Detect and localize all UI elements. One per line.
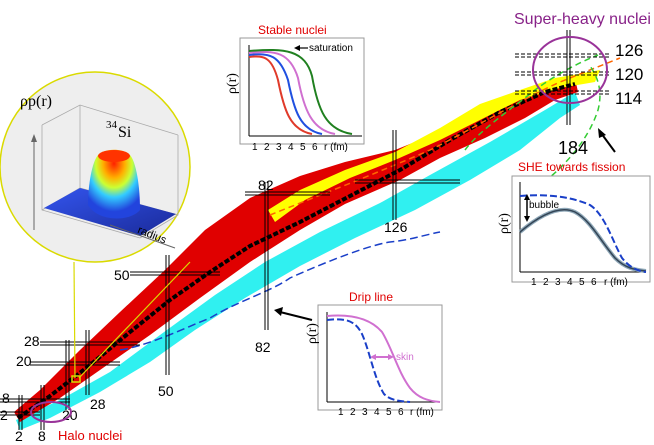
magic-z-50: 50 — [114, 267, 130, 283]
magic-n-2: 2 — [15, 428, 23, 444]
stable-nuclei-title: Stable nuclei — [258, 23, 327, 37]
magic-n-8: 8 — [38, 428, 46, 444]
she-curve-dashed — [519, 194, 647, 273]
drip-tick-5: 5 — [386, 407, 392, 418]
she-fission-title: SHE towards fission — [518, 160, 625, 174]
magic-z-126: 126 — [615, 41, 643, 60]
stable-nuclei-panel: Stable nuclei saturation ρ(r) 1 2 3 4 5 … — [225, 23, 365, 153]
inset-marker — [71, 375, 81, 383]
density-peak — [88, 149, 140, 219]
magic-z-114: 114 — [615, 89, 642, 108]
bubble-label: bubble — [529, 200, 559, 211]
fission-curve-2 — [464, 54, 599, 151]
she-curve-solid — [519, 208, 647, 272]
saturation-label: saturation — [309, 43, 353, 54]
she-x-unit: r (fm) — [604, 277, 628, 288]
skin-label: skin — [396, 352, 414, 363]
she-y-label: ρ(r) — [497, 213, 512, 234]
si34-density-inset: ρp(r) 34 Si radius — [0, 71, 191, 383]
magic-n-184: 184 — [558, 138, 588, 158]
bubble-arrow-down — [524, 216, 530, 222]
super-heavy-title: Super-heavy nuclei — [514, 11, 651, 28]
stable-curve-1 — [248, 55, 313, 135]
she-arrow — [600, 132, 616, 153]
stable-region — [14, 78, 578, 422]
inset-connector-left — [73, 261, 76, 379]
bubble-arrow-up — [524, 194, 530, 200]
drip-arrow — [279, 311, 313, 321]
stable-tick-4: 4 — [288, 142, 294, 153]
she-arrow-head — [598, 128, 606, 138]
stable-x-unit: r (fm) — [324, 142, 348, 153]
magic-z-20: 20 — [16, 353, 32, 369]
she-tick-2: 2 — [543, 277, 549, 288]
magic-z-2: 2 — [0, 407, 8, 423]
she-tick-1: 1 — [531, 277, 537, 288]
shell-correction-curve — [269, 57, 621, 216]
skin-arrow-left — [370, 354, 376, 360]
saturation-arrow-head — [294, 45, 300, 51]
magic-z-28: 28 — [24, 333, 40, 349]
skin-arrow-right — [388, 354, 394, 360]
isotope-mass: 34 — [106, 119, 118, 131]
drip-line-title: Drip line — [349, 290, 393, 304]
she-tick-6: 6 — [591, 277, 597, 288]
stable-panel-frame — [239, 37, 365, 145]
inset-y-arrow — [31, 134, 37, 142]
drip-curve-magenta — [326, 314, 441, 403]
stable-curve-4 — [248, 48, 353, 135]
stable-curve-2 — [248, 53, 323, 135]
drip-curve-dashed — [326, 318, 411, 403]
she-tick-3: 3 — [555, 277, 561, 288]
magic-n-126: 126 — [384, 219, 408, 235]
stable-tick-3: 3 — [276, 142, 282, 153]
she-fission-panel: SHE towards fission bubble ρ(r) 1 2 3 4 … — [497, 160, 651, 288]
drip-y-label: ρ(r) — [305, 323, 320, 344]
inset-x-axis — [109, 224, 176, 249]
drip-tick-6: 6 — [398, 407, 404, 418]
stable-y-label: ρ(r) — [225, 73, 240, 94]
magic-n-82: 82 — [255, 339, 271, 355]
stable-curve-3 — [248, 50, 336, 135]
she-tick-4: 4 — [567, 277, 573, 288]
stable-tick-2: 2 — [264, 142, 270, 153]
halo-nuclei-title: Halo nuclei — [58, 428, 122, 443]
drip-tick-3: 3 — [362, 407, 368, 418]
neutron-rich-region — [16, 92, 580, 430]
super-heavy-circle — [532, 36, 608, 104]
drip-tick-1: 1 — [338, 407, 344, 418]
magic-z-8: 8 — [2, 390, 10, 406]
stable-tick-5: 5 — [300, 142, 306, 153]
she-tick-5: 5 — [579, 277, 585, 288]
fission-curve-1 — [519, 65, 601, 201]
isotope-symbol: Si — [118, 124, 132, 141]
drip-tick-4: 4 — [374, 407, 380, 418]
neutron-drip-curve — [119, 231, 441, 351]
drip-arrow-head — [274, 307, 283, 316]
inset-y-label: ρp(r) — [20, 93, 52, 110]
magic-n-50: 50 — [158, 383, 174, 399]
drip-x-unit: r (fm) — [410, 407, 434, 418]
stable-tick-1: 1 — [252, 142, 258, 153]
magic-z-82: 82 — [258, 177, 274, 193]
magic-n-28: 28 — [90, 396, 106, 412]
halo-circle — [30, 401, 72, 423]
inset-connector-right — [78, 261, 191, 379]
density-top — [98, 150, 130, 162]
drip-line-panel: Drip line skin ρ(r) 1 2 3 4 5 6 r (fm) — [274, 290, 443, 418]
drip-tick-2: 2 — [350, 407, 356, 418]
magic-z-120: 120 — [615, 65, 643, 84]
stable-tick-6: 6 — [312, 142, 318, 153]
